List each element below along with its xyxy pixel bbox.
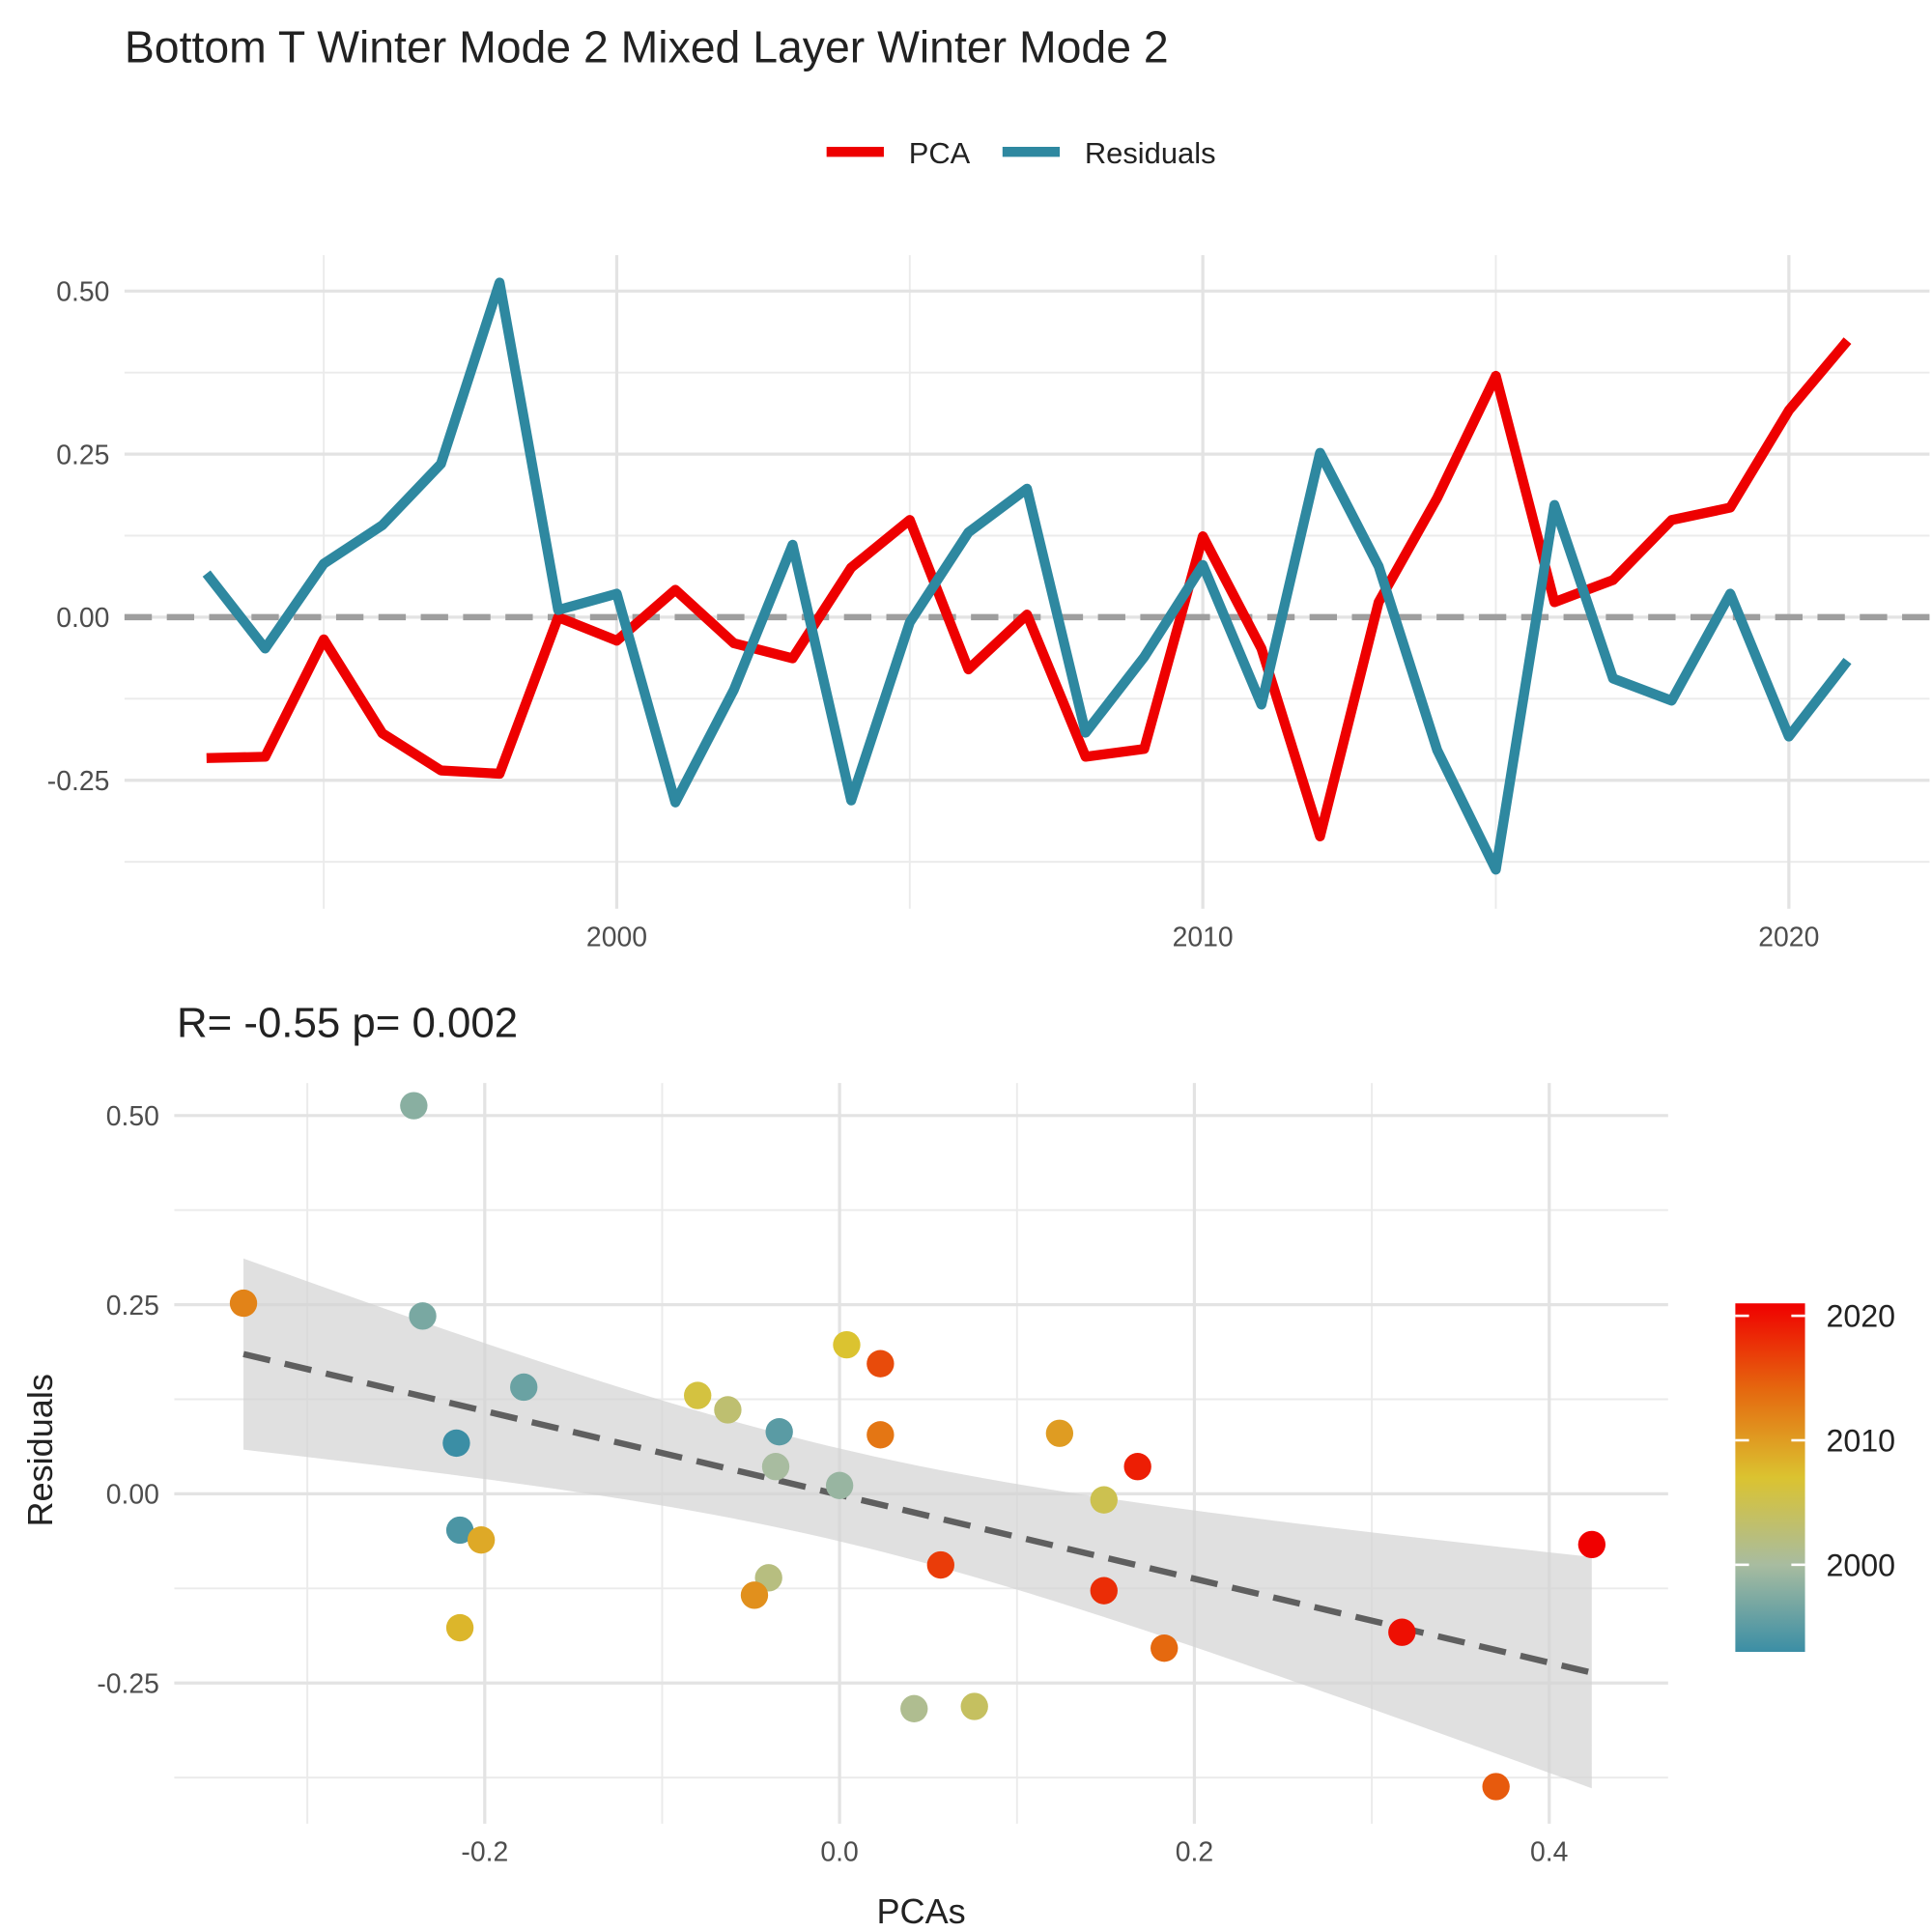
point <box>833 1330 861 1359</box>
point <box>960 1692 988 1720</box>
x-tick-label: 0.0 <box>820 1837 858 1868</box>
point <box>1090 1577 1118 1605</box>
point <box>445 1613 474 1642</box>
point <box>409 1302 437 1330</box>
point <box>825 1471 854 1499</box>
x-tick-label: 2000 <box>586 922 647 952</box>
y-tick-label: 0.00 <box>56 603 109 634</box>
point <box>1577 1530 1606 1559</box>
point <box>740 1581 769 1609</box>
y-tick-label: 0.50 <box>106 1101 159 1132</box>
point <box>1090 1486 1118 1514</box>
point <box>761 1453 790 1481</box>
chart-title: Bottom T Winter Mode 2 Mixed Layer Winte… <box>125 21 1169 71</box>
x-tick-label: 2020 <box>1758 922 1819 952</box>
point <box>229 1289 258 1318</box>
x-tick-label: -0.2 <box>461 1837 508 1868</box>
x-tick-label: 0.2 <box>1176 1837 1213 1868</box>
y-tick-label: 0.25 <box>106 1291 159 1321</box>
legend-label: PCA <box>909 136 971 170</box>
y-tick-label: -0.25 <box>97 1669 159 1700</box>
x-axis-label: PCAs <box>876 1891 965 1931</box>
point <box>1123 1453 1151 1481</box>
point <box>867 1350 895 1378</box>
point <box>442 1429 470 1458</box>
colorbar-label: 2010 <box>1826 1424 1895 1459</box>
y-tick-label: 0.00 <box>106 1480 159 1511</box>
line-series <box>202 277 1852 875</box>
point <box>400 1092 428 1120</box>
scatter-title: R= -0.55 p= 0.002 <box>177 999 518 1046</box>
point <box>900 1694 928 1723</box>
y-tick-label: 0.50 <box>56 277 109 308</box>
point <box>510 1373 538 1402</box>
x-tick-label: 2010 <box>1173 922 1234 952</box>
point <box>1482 1773 1510 1801</box>
legend-label: Residuals <box>1085 136 1216 170</box>
fit-line <box>242 1350 1593 1676</box>
colorbar-label: 2000 <box>1826 1548 1895 1582</box>
point <box>1045 1419 1074 1447</box>
colorbar <box>1735 1303 1805 1653</box>
y-tick-label: -0.25 <box>47 766 110 797</box>
point <box>1151 1634 1179 1662</box>
y-axis-label: Residuals <box>20 1374 60 1526</box>
point <box>714 1396 742 1424</box>
colorbar-label: 2020 <box>1826 1299 1895 1334</box>
point <box>926 1550 954 1579</box>
y-tick-label: 0.25 <box>56 440 109 470</box>
point <box>445 1516 474 1545</box>
x-tick-label: 0.4 <box>1530 1837 1568 1868</box>
confidence-band <box>243 1258 1592 1789</box>
line-series <box>206 337 1852 841</box>
point <box>867 1421 895 1449</box>
point <box>684 1381 712 1409</box>
point <box>765 1418 793 1446</box>
point <box>1388 1618 1416 1646</box>
point <box>467 1526 496 1554</box>
